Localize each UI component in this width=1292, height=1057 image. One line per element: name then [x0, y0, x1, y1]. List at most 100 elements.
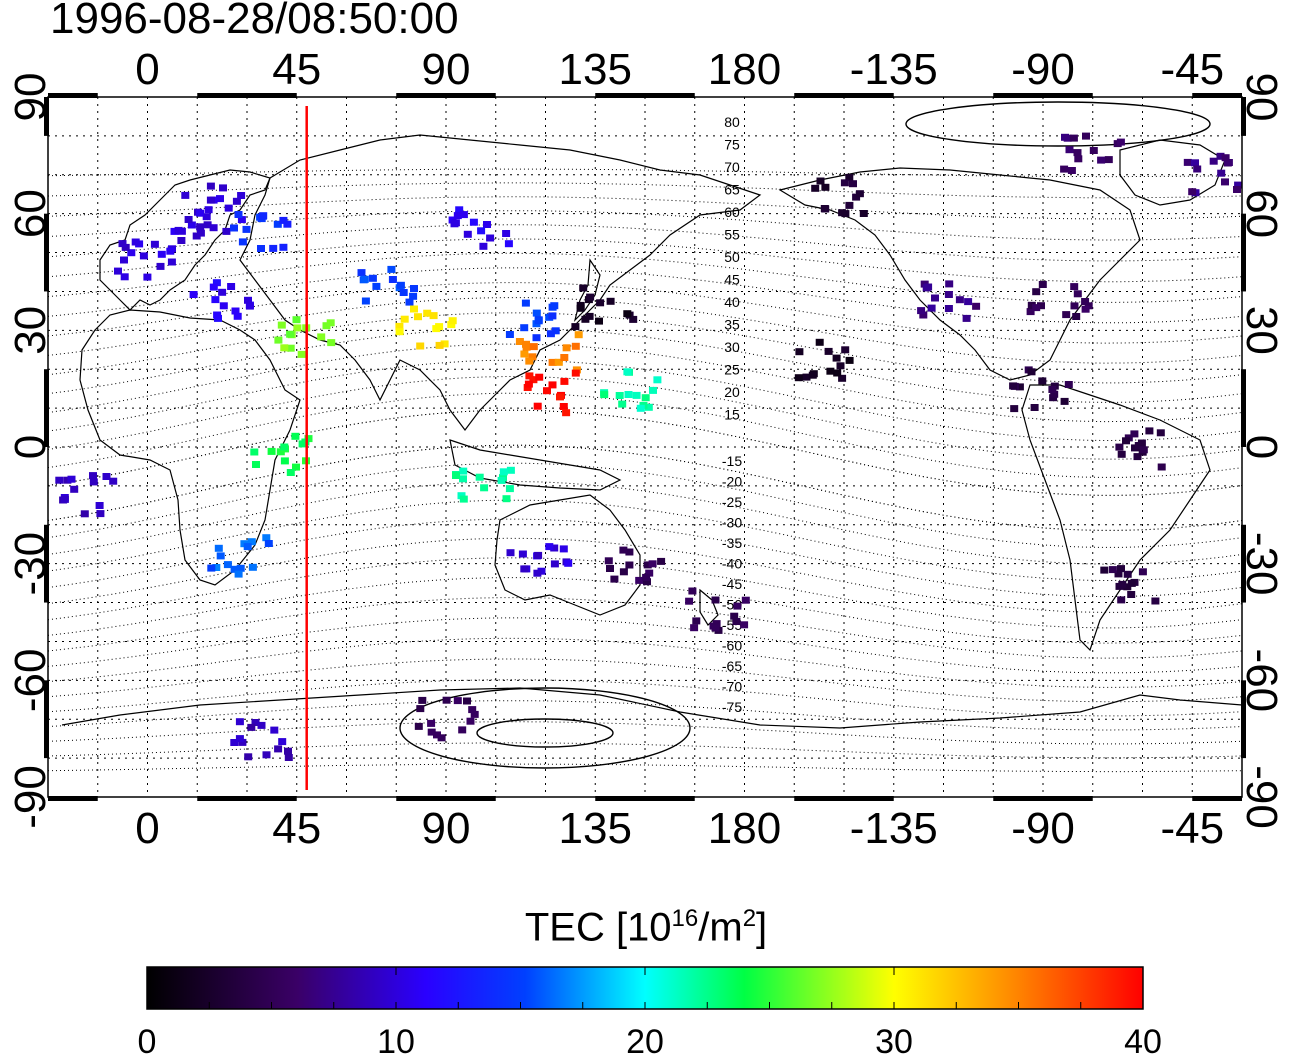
tec-sample — [258, 212, 267, 220]
contour-label-north: 40 — [724, 294, 740, 310]
dip-contour — [48, 637, 1242, 688]
tec-sample — [262, 534, 271, 542]
tec-sample — [838, 209, 847, 217]
tec-sample — [1138, 568, 1147, 576]
tec-sample — [204, 206, 213, 214]
tec-sample — [560, 354, 569, 361]
colorbar-tick-label: 40 — [1124, 1023, 1162, 1057]
tec-sample — [405, 298, 414, 306]
tec-sample — [502, 495, 511, 503]
tec-sample — [231, 307, 240, 315]
x-tick-label-bottom: -45 — [1160, 804, 1224, 853]
tec-sample — [1116, 138, 1125, 146]
tec-sample — [1069, 134, 1078, 142]
tec-sample — [286, 344, 295, 352]
contour-label-north: 15 — [724, 407, 740, 423]
dip-contour — [48, 557, 1242, 629]
tec-sample — [416, 342, 425, 350]
tec-sample — [550, 544, 559, 552]
x-tick-label-bottom: 135 — [559, 804, 632, 853]
tec-point-cluster — [448, 206, 513, 250]
tec-point-cluster — [166, 213, 231, 255]
tec-sample — [414, 313, 422, 321]
tec-sample — [1224, 159, 1233, 166]
tec-point-cluster — [55, 472, 118, 518]
south-pole-contour-outer — [399, 687, 691, 769]
x-tick-label-bottom: -90 — [1011, 804, 1075, 853]
coastline-north-america — [778, 167, 1141, 381]
tec-sample — [606, 297, 615, 305]
tec-sample — [499, 468, 508, 476]
tec-sample — [232, 197, 241, 205]
tec-sample — [262, 751, 271, 759]
tec-sample — [917, 307, 926, 315]
tec-sample — [532, 334, 541, 342]
tec-sample — [150, 240, 159, 248]
tec-sample — [741, 596, 750, 604]
tec-sample — [429, 312, 438, 320]
tec-point-cluster — [1026, 281, 1093, 320]
tec-sample — [642, 573, 651, 581]
tec-sample — [326, 319, 335, 327]
tec-sample — [1060, 165, 1069, 173]
tec-sample — [177, 237, 186, 244]
tec-sample — [189, 291, 198, 298]
contour-label-south: -75 — [722, 699, 742, 715]
tec-sample — [156, 262, 165, 270]
tec-sample — [1081, 305, 1090, 313]
tec-sample — [396, 281, 405, 289]
tec-sample — [1010, 405, 1019, 413]
tec-sample — [184, 216, 193, 223]
dip-contour — [48, 658, 1242, 703]
tec-sample — [244, 753, 253, 761]
tec-sample — [483, 221, 491, 228]
tec-sample — [521, 299, 530, 307]
tec-sample — [118, 240, 127, 248]
tec-sample — [96, 510, 105, 518]
tec-sample — [207, 564, 216, 572]
tec-sample — [174, 226, 183, 234]
colorbar-tick-label: 30 — [875, 1023, 913, 1057]
tec-sample — [586, 293, 595, 301]
tec-sample — [1027, 301, 1036, 309]
tec-sample — [470, 710, 479, 718]
tec-sample — [832, 354, 841, 362]
x-tick-label-top: -135 — [850, 45, 938, 94]
tec-sample — [529, 376, 538, 384]
tec-sample — [212, 564, 221, 571]
tec-sample — [972, 302, 981, 310]
tec-sample — [274, 336, 283, 344]
tec-sample — [244, 296, 252, 304]
tec-sample — [1073, 290, 1082, 298]
tec-sample — [1038, 281, 1047, 288]
tec-sample — [632, 391, 641, 399]
tec-sample — [1032, 304, 1041, 312]
tec-point-cluster — [1009, 366, 1073, 413]
tec-point-cluster — [523, 369, 580, 417]
tec-sample — [447, 321, 456, 329]
tec-sample — [477, 227, 486, 235]
tec-sample — [264, 540, 273, 547]
tec-sample — [1048, 386, 1057, 393]
frame-bar-bottom — [197, 796, 297, 801]
tec-sample — [95, 502, 104, 509]
frame-bar-top — [595, 93, 695, 98]
tec-sample — [233, 312, 242, 320]
tec-sample — [556, 393, 564, 401]
tec-sample — [252, 461, 260, 468]
frame-bar-right — [1241, 369, 1246, 447]
tec-sample — [269, 244, 278, 252]
tec-sample — [213, 311, 222, 319]
tec-sample — [466, 717, 475, 725]
tec-sample — [433, 731, 441, 739]
frame-bar-left — [44, 97, 49, 136]
tec-sample — [284, 747, 292, 755]
tec-sample — [237, 216, 246, 224]
tec-sample — [230, 565, 239, 573]
tec-sample — [1188, 188, 1197, 196]
coastline-south-america — [1021, 384, 1211, 652]
tec-sample — [657, 557, 666, 565]
tec-sample — [964, 298, 973, 306]
tec-sample — [218, 288, 227, 296]
x-tick-label-top: 180 — [708, 45, 781, 94]
